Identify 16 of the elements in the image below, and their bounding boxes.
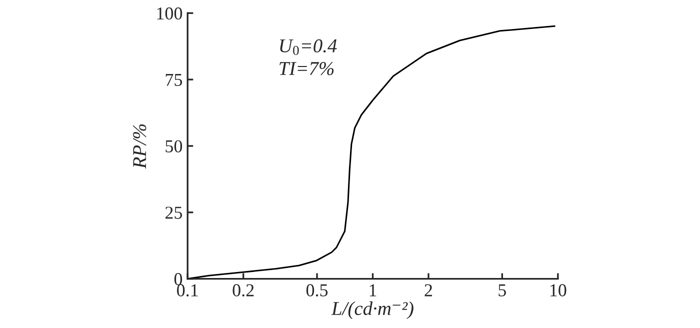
annotation: U$_{0}$=0.4 [280,39,337,56]
y-tick-label: 75 [166,74,182,86]
y-tick-label: 0 [174,273,182,286]
x-tick-label: 1 [370,284,376,296]
y-tick-label: 25 [165,206,182,219]
x-tick-label: 0.5 [306,284,328,296]
y-axis-title: RP/% [133,124,146,169]
x-tick-label: 10 [550,284,566,296]
x-tick-label: 0.2 [232,284,254,296]
x-tick-label: 2 [424,284,432,296]
y-tick-label: 50 [166,140,182,152]
annotation: TI=7% [280,62,334,76]
y-tick-label: 100 [157,7,182,20]
x-axis-title: L/(cd·m⁻²) [331,301,414,320]
x-tick-label: 0.1 [177,284,198,296]
x-tick-label: 5 [498,284,506,296]
